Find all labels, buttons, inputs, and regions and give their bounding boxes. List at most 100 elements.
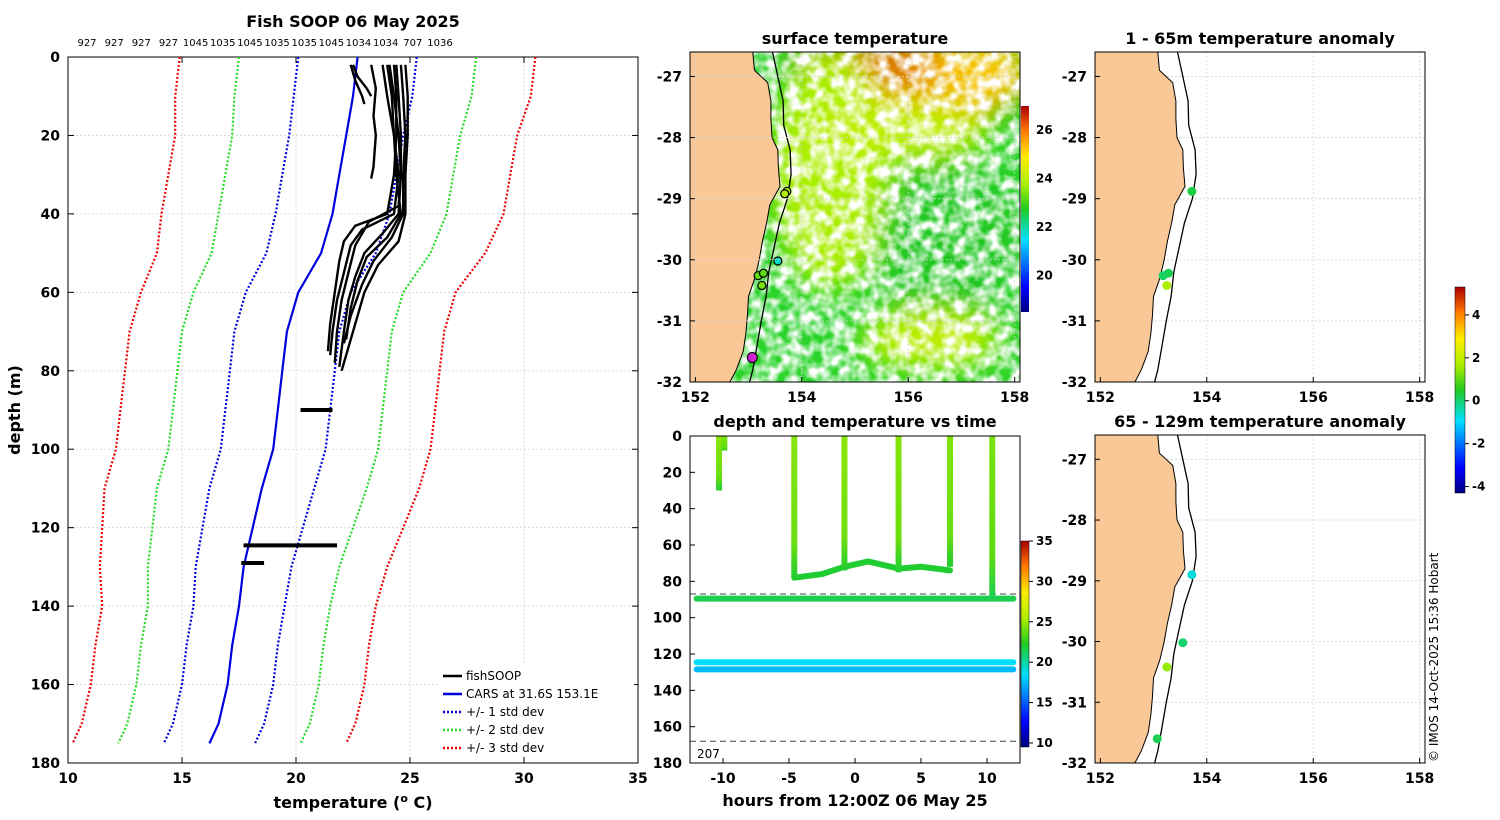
time-colorbar-tick-label: 20 [1036,655,1053,669]
anom-upper-xtick-label: 154 [1192,390,1221,406]
sst-ytick-label: -28 [657,131,682,147]
profile-top-label: 1034 [373,38,398,49]
time-ytick-label: 160 [653,720,682,736]
profile-lines [71,57,537,744]
time-xtick-label: -10 [710,771,736,787]
fish-profile-line [329,64,400,356]
fish-profile-line [326,64,398,352]
profile-ytick-label: 120 [31,521,60,537]
profile-xtick-label: 35 [628,771,647,787]
sst-stations [746,186,792,364]
time-panel: depth and temperature vs time -10 -5 0 5 100… [653,412,1053,810]
cars-mean-line [208,57,359,744]
profile-xtick-label: 15 [172,771,191,787]
time-cast-bar [989,436,996,596]
profile-top-label: 927 [77,38,96,49]
anom-lower-map [1095,435,1197,763]
profile-top-label: 927 [105,38,124,49]
profile-top-labels: 927 927 927 927 1045 1035 1045 1035 1035 1045 1034… [77,38,452,49]
sst-xtick-label: 154 [787,390,816,406]
time-cast-bar [841,436,848,571]
fish-profile-line [345,64,403,340]
sst-colorbar-tick-label: 20 [1036,269,1053,283]
anom-lower-ytick-label: -28 [1062,513,1087,529]
sst-ytick-label: -32 [657,375,682,391]
sst-xtick-label: 152 [681,390,710,406]
anom-colorbar-tick-label: -4 [1472,480,1485,494]
legend-label-cars: CARS at 31.6S 153.1E [466,687,598,701]
anom-upper-panel: 1 - 65m temperature anomaly 152 154 156 158… [1062,29,1435,406]
profile-top-label: 707 [403,38,422,49]
anom-lower-ticks: 152 154 156 158 -27 -28 -29 -30 -31 -32 [1062,452,1435,787]
profile-sd2-minus-line [117,57,241,744]
sst-colorbar-tick-label: 26 [1036,123,1053,137]
profile-top-label: 1035 [210,38,235,49]
sst-panel: surface temperature 152 154 156 158 -27 -28 -2… [657,29,1053,406]
sst-xtick-label: 158 [1000,390,1029,406]
time-xtick-label: 10 [977,771,997,787]
time-ytick-label: 20 [663,465,683,481]
time-colorbar-tick-label: 15 [1036,696,1053,710]
profile-top-label: 1045 [319,38,344,49]
fish-profile-line [351,64,373,97]
time-colorbar [1020,540,1030,748]
profile-ytick-label: 60 [41,285,61,301]
sst-station-marker [757,280,767,291]
sst-ytick-label: -30 [657,253,683,269]
time-cast-bar [947,436,954,567]
sst-colorbar-tick-label: 22 [1036,220,1053,234]
profile-xlabel-end: C) [408,793,433,812]
anom-upper-land [1095,52,1185,382]
sst-title: surface temperature [762,29,949,48]
time-colorbar-tick-label: 35 [1036,534,1053,548]
anom-colorbar-bar [1454,286,1466,494]
anom-lower-xtick-label: 152 [1086,771,1115,787]
fish-profile-line [342,64,407,344]
profile-ytick-label: 80 [41,364,61,380]
anom-upper-point [1158,271,1168,281]
profile-xtick-label: 30 [514,771,534,787]
profile-top-label: 1034 [346,38,371,49]
time-ytick-label: 140 [653,683,682,699]
anom-lower-point [1162,662,1172,672]
anom-lower-coastline [1134,435,1186,763]
anom-upper-points [1158,186,1197,290]
anom-colorbar: -4 -2 0 2 4 [1454,286,1485,494]
legend-label-sd1: +/- 1 std dev [466,705,544,719]
anom-upper-axes-box [1094,51,1426,383]
profile-ytick-label: 180 [31,756,60,772]
anom-colorbar-tick-label: 0 [1472,394,1480,408]
profile-ytick-label: 140 [31,599,60,615]
anom-upper-point [1187,186,1197,196]
sst-shelf-contour [748,52,792,382]
time-cast-bar [721,436,728,451]
anom-lower-ytick-label: -29 [1062,574,1087,590]
anom-lower-land [1095,435,1185,763]
time-xtick-label: -5 [781,771,797,787]
time-ytick-label: 100 [653,611,682,627]
anom-upper-xtick-label: 158 [1405,390,1434,406]
anom-lower-xtick-label: 156 [1299,771,1328,787]
anom-lower-points [1152,570,1197,744]
anom-lower-ytick-label: -27 [1062,452,1087,468]
sst-xtick-label: 156 [894,390,923,406]
anom-lower-title: 65 - 129m temperature anomaly [1114,412,1406,431]
anom-lower-ytick-label: -32 [1062,756,1087,772]
profile-top-label: 927 [159,38,178,49]
time-colorbar-tick-label: 25 [1036,615,1053,629]
anom-upper-ytick-label: -27 [1062,69,1087,85]
profile-xlabel-sup: o [400,792,408,805]
sst-ticks: 152 154 156 158 -27 -28 -29 -30 -31 -32 [657,69,1030,406]
time-ytick-label: 60 [663,538,683,554]
time-bottom-track [791,558,953,581]
sst-grid [690,52,1020,382]
anom-colorbar-tick-label: 4 [1472,308,1480,322]
anom-upper-ytick-label: -28 [1062,131,1087,147]
profile-xlabel: temperature (o C) [273,792,432,812]
profile-ylabel: depth (m) [5,365,24,455]
time-xlabel: hours from 12:00Z 06 May 25 [722,791,987,810]
profile-sd3-plus-line [345,57,537,744]
fish-profile-line [340,64,409,372]
